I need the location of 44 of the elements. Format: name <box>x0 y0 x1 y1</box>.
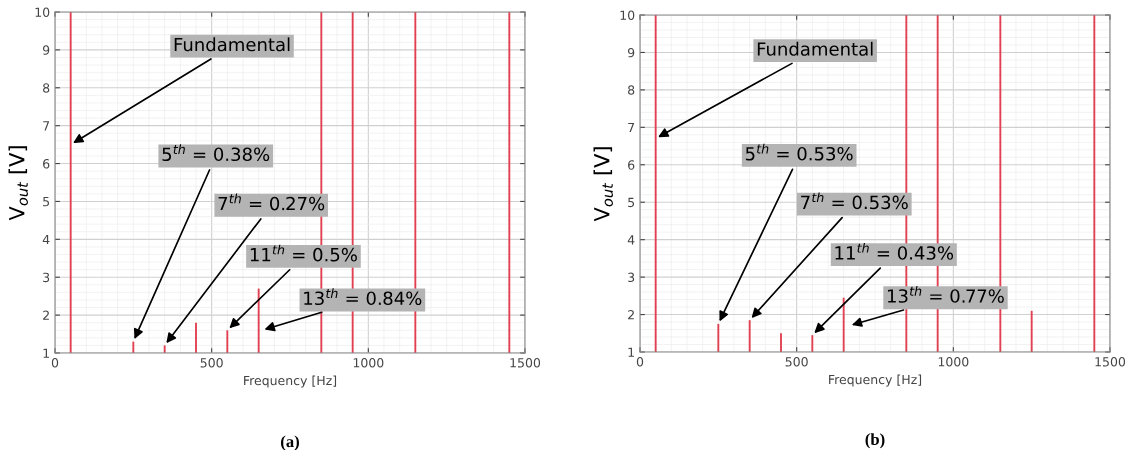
text: (b) <box>865 433 885 449</box>
y-tick-label: 4 <box>627 235 635 245</box>
x-tick-label: 0 <box>636 357 644 367</box>
annotation: 11$^{th}$ = 0.43% <box>835 243 954 260</box>
x-tick-label: 1000 <box>938 357 969 367</box>
annotation: 5$^{th}$ = 0.38% <box>162 144 270 162</box>
x-tick-label: 500 <box>200 358 223 368</box>
x-axis-title: Frequency [Hz] <box>829 374 922 387</box>
x-tick-label: 1500 <box>510 358 541 368</box>
text: (a) <box>281 435 299 450</box>
y-tick-label: 1 <box>43 348 49 358</box>
y-tick-label: 4 <box>42 234 50 245</box>
x-tick-label: 1000 <box>353 358 384 368</box>
y-tick-label: 7 <box>43 121 50 131</box>
y-tick-label: 7 <box>628 122 635 133</box>
y-tick-label: 9 <box>627 47 635 58</box>
y-tick-label: 2 <box>628 310 634 320</box>
y-tick-label: 5 <box>628 197 635 208</box>
annotation: 7$^{th}$ = 0.27% <box>218 193 325 211</box>
annotation: 11$^{th}$ = 0.5% <box>250 244 357 262</box>
x-tick-label: 0 <box>51 358 59 368</box>
annotation: Fundamental <box>757 41 873 56</box>
y-tick-label: 3 <box>628 272 635 283</box>
y-tick-label: 3 <box>43 272 50 283</box>
x-tick-label: 1500 <box>1095 357 1126 367</box>
annotation: 5$^{th}$ = 0.53% <box>745 143 853 161</box>
annotation: Fundamental <box>174 37 290 52</box>
y-tick-label: 5 <box>43 197 50 207</box>
y-axis-title: V$_{out}$ [V] <box>8 146 28 221</box>
y-tick-label: 8 <box>628 85 635 95</box>
y-tick-label: 2 <box>43 310 49 320</box>
y-axis-title: V$_{out}$ [V] <box>593 147 613 222</box>
y-tick-label: 6 <box>43 159 50 169</box>
y-tick-label: 9 <box>42 45 50 55</box>
x-axis-title: Frequency [Hz] <box>244 375 337 388</box>
y-tick-label: 1 <box>628 347 634 357</box>
y-tick-label: 10 <box>35 7 50 17</box>
x-tick-label: 500 <box>785 357 808 367</box>
annotation: 13$^{th}$ = 0.77% <box>887 286 1004 303</box>
y-tick-label: 8 <box>43 83 50 93</box>
annotation: 13$^{th}$ = 0.84% <box>304 288 422 306</box>
annotation: 7$^{th}$ = 0.53% <box>801 192 908 210</box>
y-tick-label: 6 <box>628 160 635 170</box>
y-tick-label: 10 <box>620 10 635 20</box>
